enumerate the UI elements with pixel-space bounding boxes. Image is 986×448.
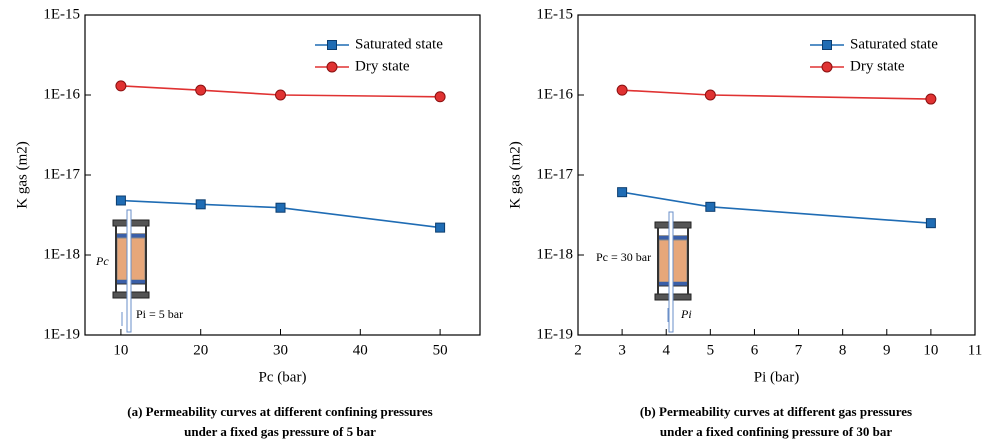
x-tick-label: 40: [353, 342, 368, 358]
x-tick-label: 3: [618, 342, 626, 358]
marker: [925, 218, 936, 229]
legend-label: Saturated state: [355, 36, 443, 52]
series-line: [621, 191, 931, 224]
annotation: Pi: [680, 307, 692, 321]
series-line: [622, 89, 931, 100]
legend-label: Dry state: [355, 58, 410, 74]
x-tick-label: 7: [795, 342, 803, 358]
x-tick-label: 4: [662, 342, 670, 358]
legend-marker: [326, 61, 338, 73]
marker: [616, 84, 628, 96]
marker: [617, 187, 628, 198]
marker: [925, 93, 937, 105]
x-tick-label: 2: [574, 342, 582, 358]
legend-marker: [822, 40, 832, 50]
x-tick-label: 30: [273, 342, 288, 358]
y-tick-label: 1E-19: [536, 326, 573, 342]
legend-label: Saturated state: [850, 36, 938, 52]
x-tick-label: 8: [839, 342, 847, 358]
y-axis-label: K gas (m2): [14, 141, 30, 209]
x-tick-label: 5: [707, 342, 715, 358]
y-tick-label: 1E-17: [43, 166, 80, 182]
series-line: [120, 199, 441, 229]
y-tick-label: 1E-18: [536, 246, 573, 262]
marker: [275, 89, 287, 101]
x-tick-label: 11: [968, 342, 982, 358]
x-tick-label: 10: [113, 342, 128, 358]
x-tick-label: 9: [883, 342, 891, 358]
y-tick-label: 1E-16: [43, 86, 80, 102]
x-tick-label: 6: [751, 342, 759, 358]
marker: [435, 222, 446, 233]
x-tick-label: 10: [923, 342, 938, 358]
marker: [704, 89, 716, 101]
caption: (a) Permeability curves at different con…: [127, 404, 432, 419]
caption: (b) Permeability curves at different gas…: [640, 404, 912, 419]
caption: under a fixed gas pressure of 5 bar: [184, 424, 376, 439]
cell-icon-a: [112, 209, 150, 333]
marker: [275, 202, 286, 213]
x-tick-label: 50: [433, 342, 448, 358]
y-tick-label: 1E-16: [536, 86, 573, 102]
plot-frame: [577, 14, 976, 336]
x-axis-label: Pi (bar): [754, 369, 799, 385]
y-tick-label: 1E-19: [43, 326, 80, 342]
y-axis-label: K gas (m2): [507, 141, 523, 209]
marker: [705, 201, 716, 212]
y-tick-label: 1E-18: [43, 246, 80, 262]
marker: [434, 91, 446, 103]
annotation: Pi = 5 bar: [136, 307, 183, 321]
marker: [115, 80, 127, 92]
annotation: Pc: [95, 254, 109, 268]
marker: [195, 84, 207, 96]
marker: [115, 195, 126, 206]
x-axis-label: Pc (bar): [259, 369, 307, 385]
series-line: [120, 85, 441, 98]
cell-icon-b: [654, 211, 692, 333]
y-tick-label: 1E-17: [536, 166, 573, 182]
legend-label: Dry state: [850, 58, 905, 74]
marker: [195, 199, 206, 210]
y-tick-label: 1E-15: [43, 6, 80, 22]
caption: under a fixed confining pressure of 30 b…: [660, 424, 892, 439]
legend-marker: [327, 40, 337, 50]
annotation: Pc = 30 bar: [596, 250, 651, 264]
legend-marker: [821, 61, 833, 73]
y-tick-label: 1E-15: [536, 6, 573, 22]
x-tick-label: 20: [193, 342, 208, 358]
